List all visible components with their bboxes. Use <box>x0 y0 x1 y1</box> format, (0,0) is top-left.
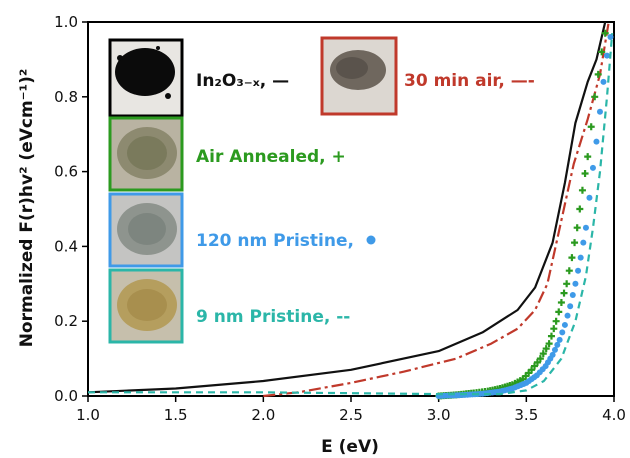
data-point-plus <box>563 280 571 288</box>
data-point-plus <box>565 267 573 275</box>
data-point-plus <box>578 186 586 194</box>
x-tick-label: 2.5 <box>339 406 363 424</box>
data-point-dot <box>554 341 561 348</box>
sample-photo-30min-air <box>320 36 398 116</box>
x-tick-label: 1.0 <box>76 406 100 424</box>
data-point-dot <box>607 33 614 40</box>
data-point-dot <box>603 52 610 59</box>
data-point-dot <box>593 138 600 145</box>
data-point-plus <box>568 254 576 262</box>
data-point-plus <box>533 358 541 366</box>
series-30-min-air <box>263 21 610 398</box>
legend-label-in2o3: In₂O₃₋ₓ, — <box>196 71 289 91</box>
sample-photo-120nm-pristine <box>108 192 184 268</box>
series-line <box>87 21 607 394</box>
y-tick-label: 0.2 <box>54 312 78 330</box>
data-point-dot <box>572 280 579 287</box>
x-tick-label: 3.0 <box>427 406 451 424</box>
data-point-dot <box>549 351 556 358</box>
legend-marker-120nm-dot <box>366 235 376 245</box>
data-point-dot <box>600 78 607 85</box>
data-point-dot <box>577 254 584 261</box>
data-point-dot <box>551 346 558 353</box>
data-point-plus <box>552 317 560 325</box>
x-tick-label: 4.0 <box>602 406 626 424</box>
y-tick-label: 0.8 <box>54 88 78 106</box>
data-point-plus <box>584 153 592 161</box>
legend-label-30min-air: 30 min air, —- <box>404 71 535 91</box>
legend-label-120nm-pristine: 120 nm Pristine, <box>196 231 354 251</box>
series-9-nm-pristine <box>88 33 614 396</box>
series-layer <box>87 21 614 400</box>
series-line <box>263 21 610 398</box>
data-point-plus <box>531 362 539 370</box>
data-point-plus <box>545 340 553 348</box>
y-tick-label: 0.6 <box>54 163 78 181</box>
data-point-plus <box>560 289 568 297</box>
data-point-dot <box>564 312 571 319</box>
data-point-dot <box>575 267 582 274</box>
y-tick-label: 0.4 <box>54 237 78 255</box>
x-tick-label: 1.5 <box>164 406 188 424</box>
y-tick-label: 0.0 <box>54 387 78 405</box>
data-point-plus <box>539 350 547 358</box>
sample-photo-9nm-pristine <box>108 268 184 344</box>
x-tick-label: 3.5 <box>514 406 538 424</box>
data-point-plus <box>528 366 536 374</box>
data-point-dot <box>589 164 596 171</box>
legend: In₂O₃₋ₓ, — 30 min air, —- Air Annealed, … <box>108 36 535 344</box>
data-point-plus <box>555 308 563 316</box>
data-point-plus <box>573 224 581 232</box>
sample-photo-air-annealed <box>108 116 184 192</box>
data-point-dot <box>586 194 593 201</box>
y-tick-label: 1.0 <box>54 13 78 31</box>
data-point-plus <box>591 93 599 101</box>
data-point-plus <box>581 169 589 177</box>
data-point-plus <box>550 325 558 333</box>
legend-label-air-annealed: Air Annealed, + <box>196 147 346 167</box>
data-point-plus <box>601 29 609 37</box>
data-point-plus <box>536 355 544 363</box>
data-point-dot <box>580 239 587 246</box>
data-point-plus <box>542 345 550 353</box>
axes: 1.0 1.5 2.0 2.5 3.0 3.5 4.0 0.0 0.2 0.4 0.6 0.8 1.0 <box>54 13 626 424</box>
x-tick-label: 2.0 <box>251 406 275 424</box>
data-point-dot <box>556 336 563 343</box>
data-point-dot <box>596 108 603 115</box>
data-point-plus <box>576 205 584 213</box>
data-point-plus <box>547 332 555 340</box>
data-point-plus <box>557 299 565 306</box>
sample-photo-in2o3 <box>108 38 184 118</box>
data-point-dot <box>559 329 566 336</box>
data-point-plus <box>571 239 579 247</box>
data-point-plus <box>587 123 595 131</box>
data-point-dot <box>582 224 589 231</box>
series-line <box>88 33 614 396</box>
data-point-dot <box>569 292 576 299</box>
data-point-plus <box>594 70 602 78</box>
data-point-dot <box>561 321 568 328</box>
x-axis-label: E (eV) <box>321 437 379 457</box>
y-axis-label: Normalized F(r)hv² (eVcm⁻¹)² <box>17 69 37 348</box>
data-point-plus <box>598 48 606 56</box>
data-point-dot <box>567 303 574 310</box>
series-in2o3-x <box>87 21 607 394</box>
legend-label-9nm-pristine: 9 nm Pristine, -- <box>196 307 350 327</box>
